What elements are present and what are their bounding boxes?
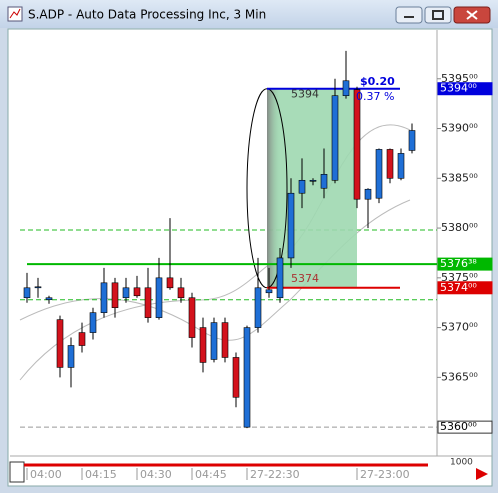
app-icon-graph xyxy=(9,8,21,19)
candle-body xyxy=(375,149,383,199)
x-tick-label: 27-23:00 xyxy=(360,468,410,481)
candle-body xyxy=(287,192,295,259)
candle-body xyxy=(408,130,416,151)
window-title: S.ADP - Auto Data Processing Inc, 3 Min xyxy=(28,8,266,22)
level-label-box xyxy=(437,257,493,271)
level-label: 5360⁰⁰ xyxy=(440,420,477,433)
candle-body xyxy=(177,287,185,299)
annotation: $0.20 xyxy=(360,75,395,88)
level-label: 5374⁰⁰ xyxy=(440,281,477,294)
candle-body xyxy=(397,153,405,179)
x-tick-label: 27-22:30 xyxy=(250,468,300,481)
y-tick-label: 5395⁰⁰ xyxy=(441,72,478,85)
candle-body xyxy=(155,277,163,318)
candle-body xyxy=(298,179,306,194)
x-tick-label: 04:45 xyxy=(195,468,227,481)
x-tick-label: 04:15 xyxy=(85,468,117,481)
candle-body xyxy=(199,327,207,363)
level-label: 5376³⁸ xyxy=(440,257,477,270)
candle-body xyxy=(364,188,372,200)
y-tick-label: 5370⁰⁰ xyxy=(441,321,478,334)
candle-body xyxy=(265,289,273,294)
trade-box-shade xyxy=(267,88,281,288)
level-label-box xyxy=(437,281,493,295)
candle-body xyxy=(78,332,86,346)
close-icon xyxy=(466,10,478,20)
candle-body xyxy=(276,257,284,299)
candle-body xyxy=(188,297,196,338)
candle-body xyxy=(144,287,152,318)
candle-body xyxy=(309,179,317,182)
annotation: 5374 xyxy=(291,272,319,285)
candle-body xyxy=(254,287,262,328)
candle-body xyxy=(133,287,141,297)
candle-body xyxy=(122,287,130,299)
candle-body xyxy=(89,312,97,333)
candle-body xyxy=(23,287,31,299)
candle-body xyxy=(210,322,218,360)
candle-body xyxy=(331,95,339,181)
candle-body xyxy=(353,89,361,200)
candle-body xyxy=(67,345,75,368)
candle-body xyxy=(111,282,119,308)
candle-body xyxy=(320,174,328,189)
candle-body xyxy=(45,297,53,301)
candle-body xyxy=(232,357,240,398)
y-tick-label: 5365⁰⁰ xyxy=(441,370,478,383)
minimize-icon xyxy=(404,16,414,18)
scroll-arrow[interactable] xyxy=(476,468,488,480)
candle-body xyxy=(386,149,394,179)
level-label-box xyxy=(437,82,493,96)
y-tick-label: 5385⁰⁰ xyxy=(441,171,478,184)
annotation: 5394 xyxy=(291,88,319,101)
maximize-button[interactable] xyxy=(424,6,452,24)
app-icon xyxy=(7,6,23,22)
x-tick-label: 04:00 xyxy=(30,468,62,481)
zoom-label: 1000 xyxy=(450,458,473,468)
annotation: 0.37 % xyxy=(356,90,394,103)
candle-body xyxy=(243,327,251,428)
candle-body xyxy=(342,80,350,96)
candle-body xyxy=(56,319,64,368)
candle-body xyxy=(221,322,229,358)
candle-body xyxy=(166,277,174,289)
scroll-box[interactable] xyxy=(9,461,25,483)
y-tick-label: 5380⁰⁰ xyxy=(441,221,478,234)
maximize-icon xyxy=(432,10,444,20)
candle-body xyxy=(34,286,42,289)
minimize-button[interactable] xyxy=(395,6,423,24)
y-tick-label: 5375⁰⁰ xyxy=(441,271,478,284)
x-tick-label: 04:30 xyxy=(140,468,172,481)
level-label-box xyxy=(437,420,493,434)
y-tick-label: 5390⁰⁰ xyxy=(441,122,478,135)
candle-body xyxy=(100,282,108,313)
level-label: 5394⁰⁰ xyxy=(440,82,477,95)
